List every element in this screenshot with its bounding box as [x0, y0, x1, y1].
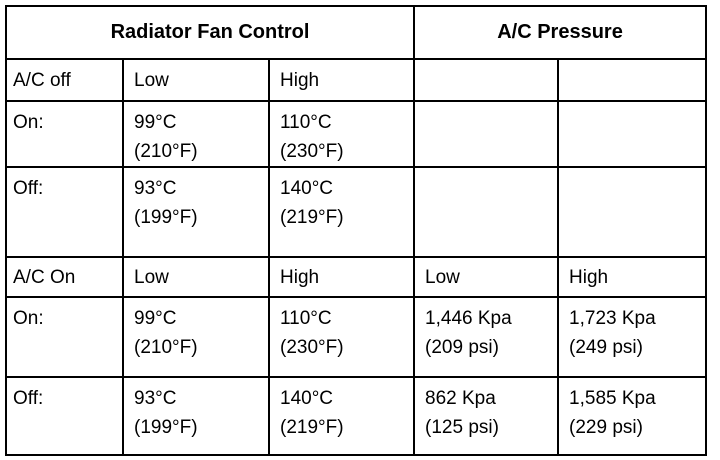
- cell-line: (230°F): [280, 141, 344, 162]
- table-cell: 99°C (210°F): [122, 296, 270, 378]
- table-cell: [557, 100, 708, 168]
- table-cell: 1,585 Kpa (229 psi): [557, 376, 708, 456]
- table-cell: [557, 166, 708, 258]
- cell-line: 140°C: [280, 178, 334, 199]
- cell-line: (209 psi): [425, 337, 499, 358]
- table-row: On: 99°C (210°F) 110°C (230°F): [5, 100, 708, 168]
- table-cell: 110°C (230°F): [267, 100, 416, 168]
- cell-line: 99°C: [134, 112, 177, 133]
- cell-line: 1,723 Kpa: [569, 308, 656, 329]
- row-label: A/C off: [5, 58, 124, 102]
- table-cell: 99°C (210°F): [122, 100, 270, 168]
- row-label: Off:: [5, 166, 124, 258]
- cell-line: (210°F): [134, 141, 198, 162]
- cell-line: Low: [425, 266, 460, 288]
- cell-line: 1,446 Kpa: [425, 308, 512, 329]
- table-cell: [557, 58, 708, 102]
- table-cell: 140°C (219°F): [267, 166, 416, 258]
- row-label: On:: [5, 100, 124, 168]
- header-ac-pressure: A/C Pressure: [413, 5, 708, 60]
- cell-line: (229 psi): [569, 417, 643, 438]
- table-cell: Low: [122, 256, 270, 298]
- cell-line: 110°C: [280, 308, 332, 329]
- cell-line: (219°F): [280, 207, 344, 228]
- fan-pressure-table: Radiator Fan Control A/C Pressure A/C of…: [4, 5, 708, 456]
- row-label: On:: [5, 296, 124, 378]
- table-cell: 1,723 Kpa (249 psi): [557, 296, 708, 378]
- cell-line: High: [569, 266, 609, 288]
- cell-line: 140°C: [280, 388, 334, 409]
- cell-line: (230°F): [280, 337, 344, 358]
- table-cell: 110°C (230°F): [267, 296, 416, 378]
- table-row: A/C off Low High: [5, 58, 708, 102]
- table-cell: 93°C (199°F): [122, 376, 270, 456]
- table-row: On: 99°C (210°F) 110°C (230°F) 1,446 Kpa (209 …: [5, 296, 708, 378]
- table-cell: High: [267, 256, 416, 298]
- row-label: Off:: [5, 376, 124, 456]
- cell-line: 93°C: [134, 388, 177, 409]
- cell-line: High: [280, 266, 320, 288]
- cell-line: (249 psi): [569, 337, 643, 358]
- table-cell: Low: [413, 256, 560, 298]
- table-row: Off: 93°C (199°F) 140°C (219°F) 862 Kpa (125 p…: [5, 376, 708, 456]
- table-cell: [413, 100, 560, 168]
- table-row: Off: 93°C (199°F) 140°C (219°F): [5, 166, 708, 258]
- table-cell: [413, 166, 560, 258]
- table-cell: Low: [122, 58, 270, 102]
- cell-line: 99°C: [134, 308, 177, 329]
- table-cell: 862 Kpa (125 psi): [413, 376, 560, 456]
- table-cell: [413, 58, 560, 102]
- cell-line: 93°C: [134, 178, 177, 199]
- cell-line: (210°F): [134, 337, 198, 358]
- cell-line: (199°F): [134, 417, 198, 438]
- table-cell: High: [267, 58, 416, 102]
- cell-line: (125 psi): [425, 417, 499, 438]
- cell-line: (219°F): [280, 417, 344, 438]
- header-radiator-fan-control: Radiator Fan Control: [4, 5, 416, 60]
- cell-line: High: [280, 69, 320, 91]
- table-cell: 140°C (219°F): [267, 376, 416, 456]
- cell-line: Low: [134, 69, 169, 91]
- cell-line: 862 Kpa: [425, 388, 496, 409]
- table-cell: High: [557, 256, 708, 298]
- cell-line: 110°C: [280, 112, 332, 133]
- table-cell: 93°C (199°F): [122, 166, 270, 258]
- table-cell: 1,446 Kpa (209 psi): [413, 296, 560, 378]
- row-label: A/C On: [5, 256, 124, 298]
- cell-line: 1,585 Kpa: [569, 388, 656, 409]
- table-row: A/C On Low High Low High: [5, 256, 708, 298]
- cell-line: (199°F): [134, 207, 198, 228]
- cell-line: Low: [134, 266, 169, 288]
